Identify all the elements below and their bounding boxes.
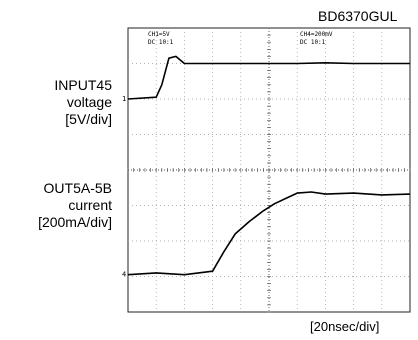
channel2-label: OUT5A-5B current [200mA/div]: [0, 180, 112, 231]
timebase-label: [20nsec/div]: [310, 319, 380, 334]
channel2-marker: 4: [122, 271, 126, 279]
channel1-coupling: DC 10:1: [148, 39, 174, 46]
channel2-label-line1: OUT5A-5B: [43, 180, 112, 196]
scope-traces: [127, 55, 411, 276]
channel1-setting: CH1=5V: [148, 31, 170, 38]
trace-series-1: [127, 55, 410, 100]
channel2-label-line2: current: [68, 197, 112, 213]
channel1-marker: 1: [122, 95, 126, 103]
channel1-label: INPUT45 voltage [5V/div]: [0, 77, 112, 128]
part-number: BD6370GUL: [318, 8, 398, 24]
channel2-setting: CH4=200mV: [300, 31, 333, 38]
channel1-label-line2: voltage: [66, 94, 112, 110]
channel1-label-line1: INPUT45: [54, 77, 112, 93]
scope-grid: [127, 27, 411, 313]
channel2-coupling: DC 10:1: [300, 39, 326, 46]
trace-series-2: [127, 191, 411, 276]
channel1-label-line3: [5V/div]: [65, 111, 112, 127]
channel-markers: 14: [122, 95, 126, 279]
channel2-label-line3: [200mA/div]: [38, 214, 112, 230]
